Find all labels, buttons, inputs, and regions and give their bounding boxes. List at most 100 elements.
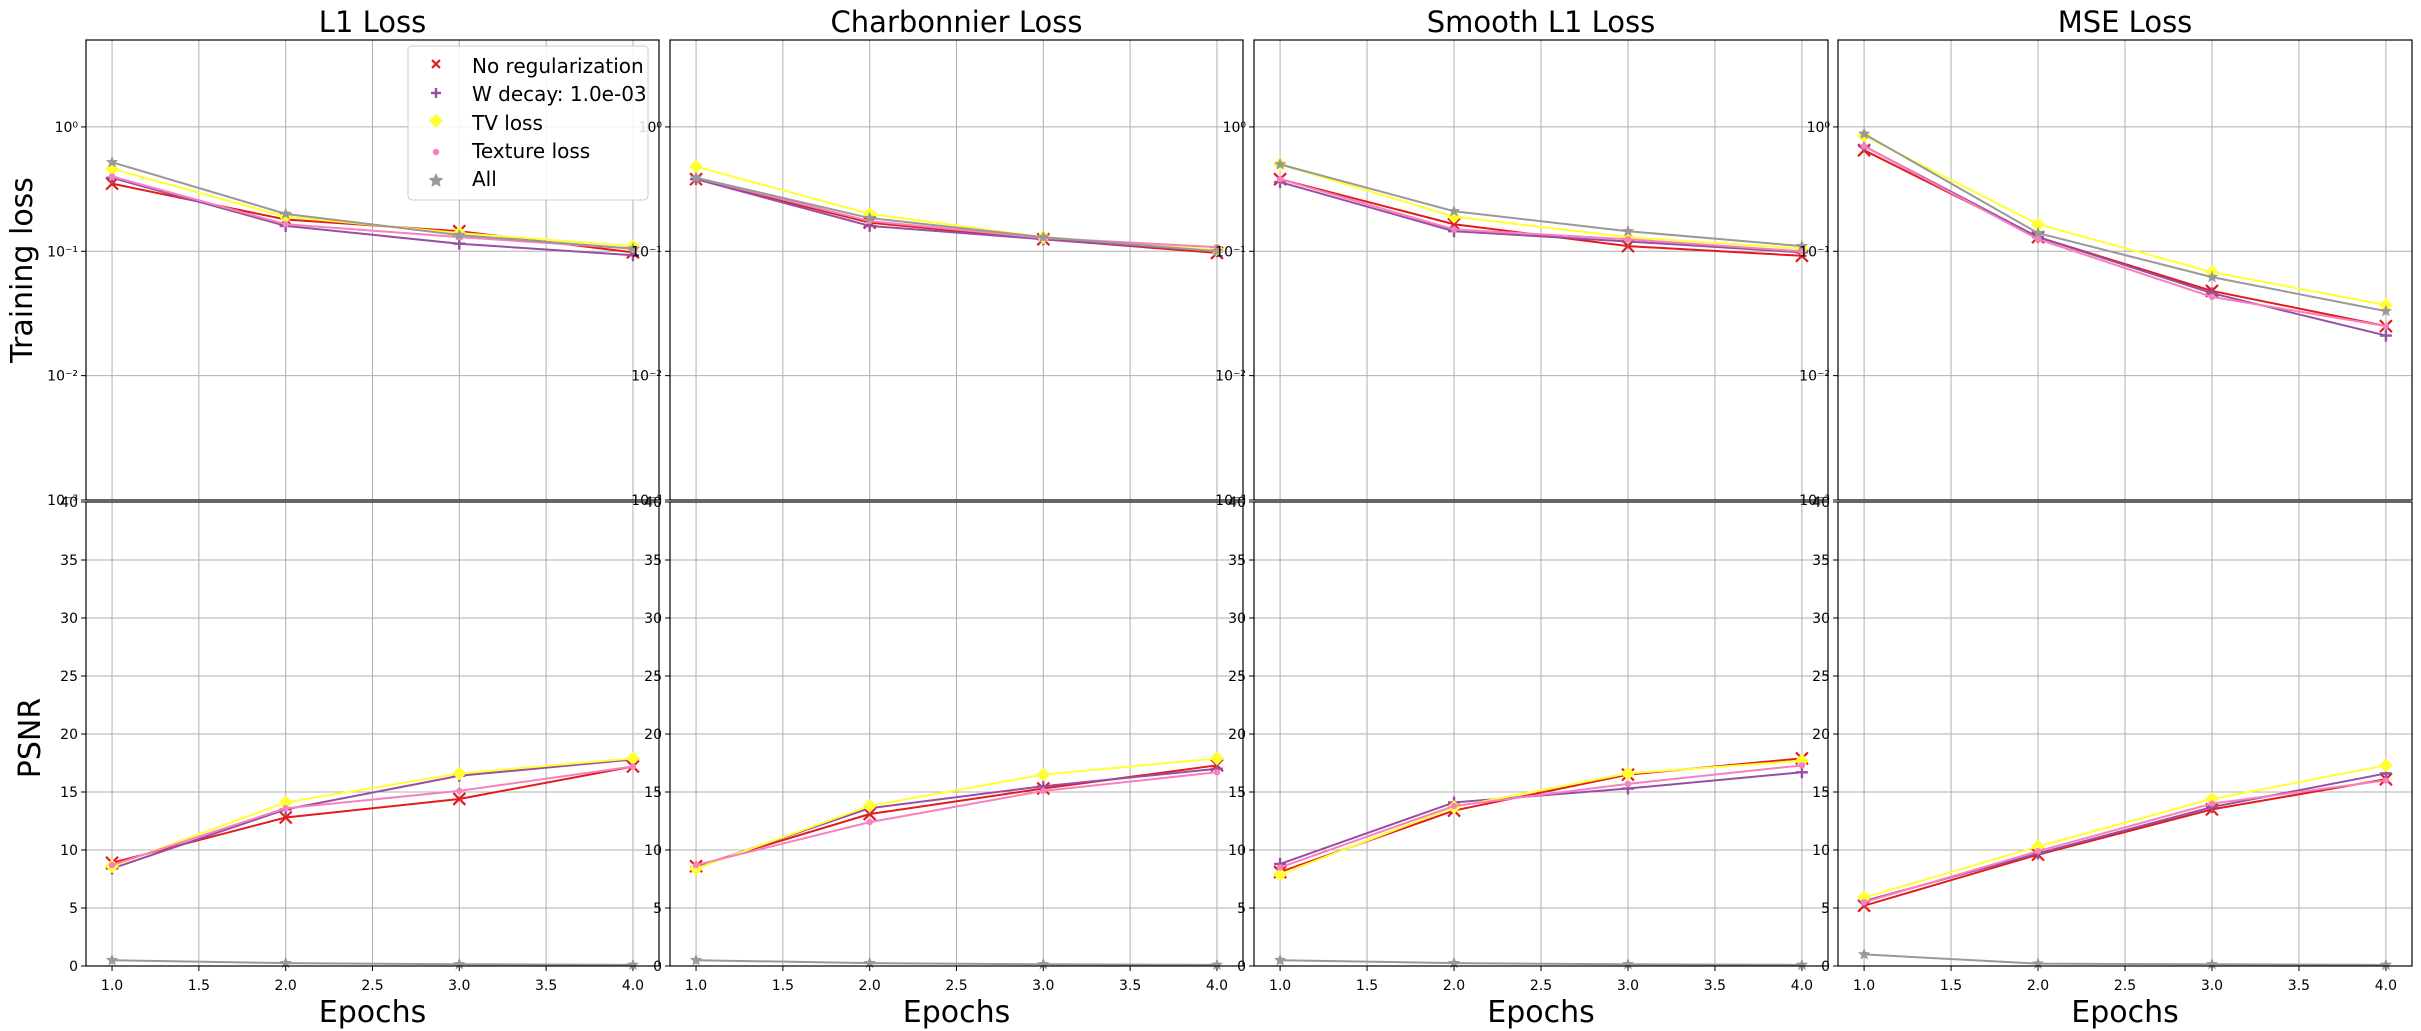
plot-area — [1273, 157, 1809, 263]
data-point — [1209, 751, 1224, 766]
data-point — [1276, 175, 1284, 183]
series-line — [1863, 778, 2387, 907]
series-line — [1863, 764, 2387, 899]
legend-box — [407, 45, 649, 201]
series-texture-loss — [1860, 777, 2390, 906]
x-tick-label: 2.5 — [2114, 978, 2136, 994]
data-point — [1210, 244, 1224, 257]
y-tick-label: 10⁻³ — [1215, 493, 1246, 509]
data-point — [108, 173, 116, 180]
legend-entry-all: All — [428, 167, 497, 191]
series-line — [695, 178, 1218, 253]
axes-frame — [85, 39, 660, 501]
axes-frame — [669, 501, 1244, 967]
series-line — [1863, 134, 2387, 306]
legend-label: W decay: 1.0e-03 — [472, 82, 647, 106]
x-tick-label: 3.5 — [1704, 978, 1726, 994]
y-tick-label: 10 — [1812, 843, 1830, 859]
data-point — [626, 958, 640, 971]
y-tick-label: 10⁰ — [1223, 120, 1247, 136]
legend-label: All — [472, 167, 497, 191]
y-tick-label: 40 — [644, 495, 662, 511]
axes-frame — [1837, 39, 2413, 501]
legend-entry-tv-loss: TV loss — [429, 111, 543, 135]
y-tick-label: 25 — [1228, 669, 1246, 685]
data-point — [1857, 127, 1871, 140]
series-tv-loss — [1273, 753, 1809, 882]
y-tick-label: 40 — [60, 495, 78, 511]
data-point — [2205, 957, 2219, 970]
x-axis-label: Epochs — [2071, 995, 2179, 1030]
x-tick-label: 2.5 — [945, 978, 967, 994]
x-axis-label: Epochs — [1487, 995, 1595, 1030]
plot-area — [689, 159, 1224, 260]
data-point — [1210, 958, 1224, 971]
y-tick-label: 10 — [644, 843, 662, 859]
x-tick-label: 1.5 — [772, 978, 794, 994]
y-tick-label: 40 — [1812, 495, 1830, 511]
series-texture-loss — [1276, 762, 1806, 871]
y-tick-label: 30 — [60, 611, 78, 627]
panel-psnr-3: 0 5 10 15 20 25 30 35 40 1.0 1.5 2.0 2.5 3.0 3.5 4.0 Epo… — [1228, 495, 1829, 1030]
x-tick-label: 2.0 — [2027, 978, 2049, 994]
x-tick-label: 1.5 — [1940, 978, 1962, 994]
series-line — [695, 176, 1218, 249]
y-tick-label: 35 — [60, 553, 78, 569]
data-point — [105, 161, 120, 176]
data-point — [2379, 304, 2393, 317]
x-tick-label: 4.0 — [1791, 978, 1813, 994]
y-tick-label: 10⁻² — [47, 369, 78, 385]
data-point — [2378, 758, 2393, 773]
legend-entry-no-regularization: No regularization — [431, 54, 644, 78]
data-point — [2031, 217, 2046, 232]
data-point — [2382, 322, 2390, 330]
x-tick-label: 2.0 — [859, 978, 881, 994]
y-tick-label: 10⁻¹ — [1799, 244, 1830, 260]
y-tick-label: 10⁰ — [1807, 120, 1831, 136]
data-point — [1624, 236, 1632, 243]
y-tick-label: 0 — [1237, 959, 1246, 975]
row-label-psnr: PSNR — [13, 698, 48, 778]
data-point — [1273, 867, 1288, 882]
data-point — [1447, 209, 1462, 224]
data-point — [105, 953, 119, 966]
y-tick-label: 10⁻² — [1215, 369, 1246, 385]
y-tick-label: 5 — [653, 901, 662, 917]
plot-area — [105, 155, 640, 262]
axes-frame — [669, 39, 1244, 501]
series-all — [689, 953, 1224, 971]
data-point — [1040, 787, 1047, 795]
y-tick-label: 20 — [644, 727, 662, 743]
panel-title: MSE Loss — [2058, 5, 2193, 39]
y-tick-label: 25 — [60, 669, 78, 685]
data-point — [1798, 762, 1806, 769]
y-tick-label: 15 — [644, 785, 662, 801]
axes-frame — [1253, 501, 1829, 967]
data-point — [689, 159, 704, 174]
x-tick-label: 4.0 — [622, 978, 644, 994]
panel-psnr-2: 0 5 10 15 20 25 30 35 40 1.0 1.5 2.0 2.5 3.0 3.5 4.0 Epo… — [644, 495, 1244, 1030]
series-line — [696, 959, 1217, 966]
y-tick-label: 25 — [644, 669, 662, 685]
series-line — [111, 765, 634, 867]
y-tick-label: 0 — [1821, 959, 1830, 975]
series-line — [1279, 181, 1802, 254]
y-tick-label: 20 — [1228, 727, 1246, 743]
data-point — [456, 787, 463, 795]
x-tick-label: 3.5 — [2288, 978, 2310, 994]
data-point — [1213, 769, 1221, 776]
y-tick-label: 30 — [644, 611, 662, 627]
data-point — [2379, 329, 2392, 342]
plot-area — [105, 751, 640, 971]
series-line — [112, 959, 633, 966]
data-point — [1860, 142, 1868, 150]
data-point — [1620, 766, 1635, 781]
x-tick-label: 2.5 — [361, 978, 383, 994]
legend-marker-plus — [431, 88, 441, 98]
legend-marker-x — [431, 59, 441, 69]
data-point — [282, 221, 289, 228]
series-all — [689, 171, 1224, 257]
series-line — [111, 765, 634, 864]
y-tick-label: 10⁻² — [631, 369, 662, 385]
x-tick-label: 3.5 — [535, 978, 557, 994]
